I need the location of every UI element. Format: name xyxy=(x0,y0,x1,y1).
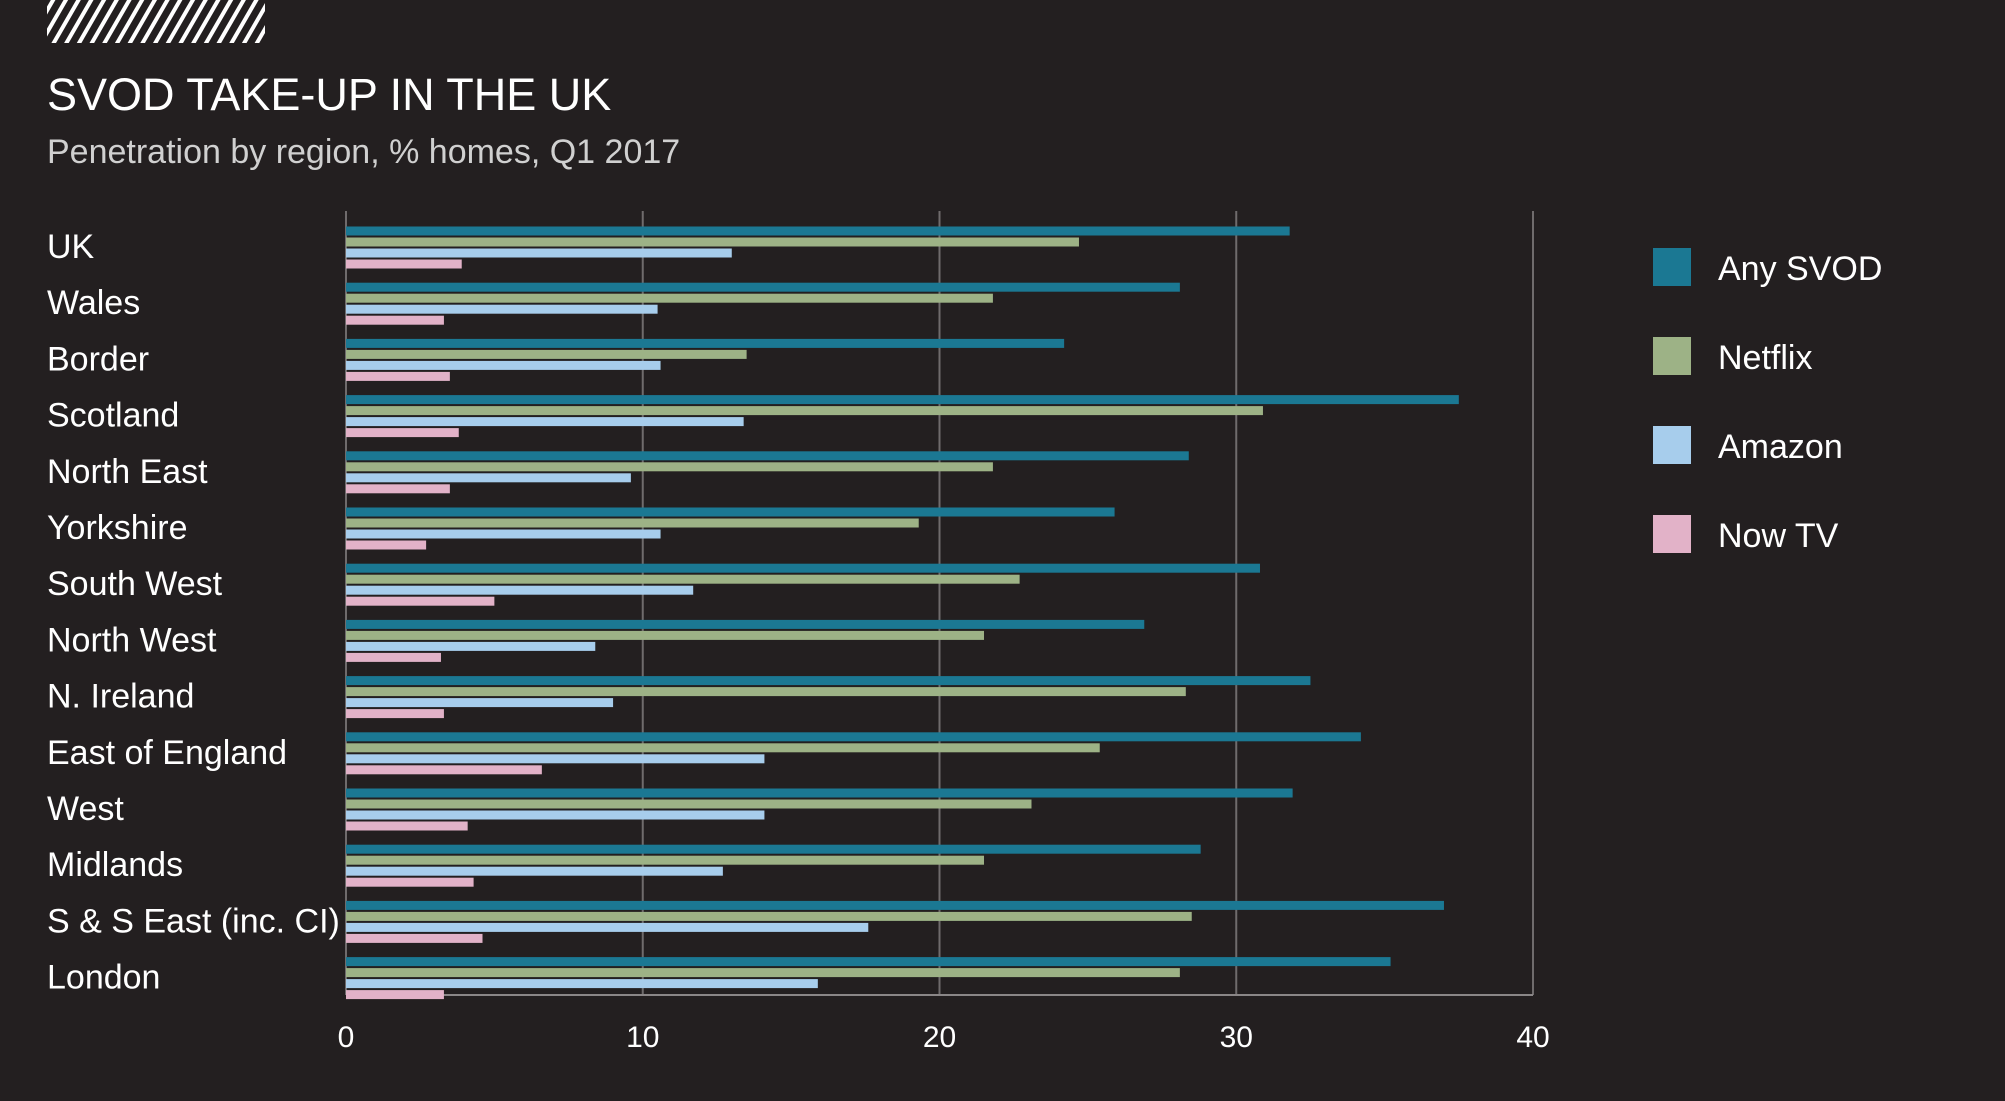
category-label: UK xyxy=(47,228,95,266)
category-label: Yorkshire xyxy=(47,509,187,547)
category-label: S & S East (inc. CI) xyxy=(47,902,340,940)
x-tick-label: 40 xyxy=(1516,1021,1549,1054)
bar-any-svod xyxy=(346,451,1189,461)
bar-now-tv xyxy=(346,428,459,438)
bar-now-tv xyxy=(346,933,483,943)
bar-netflix xyxy=(346,743,1100,753)
bars xyxy=(346,226,1459,1000)
bar-any-svod xyxy=(346,507,1115,517)
category-label: Scotland xyxy=(47,397,179,435)
category-labels: UK Wales Border Scotland North East Yorkshire… xyxy=(47,228,340,997)
bar-netflix xyxy=(346,911,1192,921)
category-label: Border xyxy=(47,340,149,378)
bar-now-tv xyxy=(346,990,444,1000)
bar-netflix xyxy=(346,574,1020,584)
category-label: Wales xyxy=(47,284,140,322)
category-label: North East xyxy=(47,453,208,491)
legend-label: Amazon xyxy=(1718,428,1843,466)
bar-now-tv xyxy=(346,259,462,269)
bar-amazon xyxy=(346,810,765,820)
x-tick-label: 10 xyxy=(626,1021,659,1054)
legend-label: Netflix xyxy=(1718,339,1812,377)
bar-any-svod xyxy=(346,226,1290,236)
bar-amazon xyxy=(346,473,631,483)
bar-netflix xyxy=(346,968,1180,978)
x-tick-label: 30 xyxy=(1220,1021,1253,1054)
bar-amazon xyxy=(346,698,614,708)
bar-now-tv xyxy=(346,652,441,662)
bar-now-tv xyxy=(346,371,450,381)
bar-amazon xyxy=(346,979,818,989)
bar-netflix xyxy=(346,406,1263,416)
bar-now-tv xyxy=(346,877,474,887)
gridlines xyxy=(345,211,1534,996)
bar-amazon xyxy=(346,585,694,595)
category-label: East of England xyxy=(47,734,287,772)
bar-netflix xyxy=(346,462,993,472)
chart-subtitle: Penetration by region, % homes, Q1 2017 xyxy=(47,133,680,171)
bar-netflix xyxy=(346,799,1032,809)
bar-now-tv xyxy=(346,821,468,831)
bar-amazon xyxy=(346,866,723,876)
bar-amazon xyxy=(346,248,732,258)
bar-any-svod xyxy=(346,900,1444,910)
bar-amazon xyxy=(346,754,765,764)
legend-swatch xyxy=(1653,337,1691,375)
bar-amazon xyxy=(346,529,661,539)
bar-any-svod xyxy=(346,732,1361,742)
bar-any-svod xyxy=(346,619,1145,629)
bar-any-svod xyxy=(346,338,1065,348)
bar-netflix xyxy=(346,293,993,303)
category-label: West xyxy=(47,790,124,828)
bar-netflix xyxy=(346,855,985,865)
bar-now-tv xyxy=(346,596,495,606)
bar-any-svod xyxy=(346,788,1293,798)
legend-label: Now TV xyxy=(1718,517,1839,555)
category-label: North West xyxy=(47,621,217,659)
legend: Any SVOD Netflix Amazon Now TV xyxy=(1653,248,1882,555)
legend-swatch xyxy=(1653,426,1691,464)
legend-swatch xyxy=(1653,248,1691,286)
x-tick-label: 20 xyxy=(923,1021,956,1054)
bar-amazon xyxy=(346,417,744,427)
category-label: South West xyxy=(47,565,223,603)
hatch-logo xyxy=(47,0,265,43)
bar-netflix xyxy=(346,349,747,359)
legend-swatch xyxy=(1653,515,1691,553)
legend-label: Any SVOD xyxy=(1718,250,1882,288)
bar-any-svod xyxy=(346,676,1311,686)
category-label: London xyxy=(47,959,160,997)
x-tick-labels: 0 10 20 30 40 xyxy=(338,1021,1550,1054)
bar-now-tv xyxy=(346,484,450,494)
bar-any-svod xyxy=(346,844,1201,854)
category-label: Midlands xyxy=(47,846,183,884)
bar-netflix xyxy=(346,237,1079,247)
bar-now-tv xyxy=(346,540,427,550)
bar-amazon xyxy=(346,641,596,651)
bar-any-svod xyxy=(346,563,1260,573)
bar-amazon xyxy=(346,922,869,932)
x-tick-label: 0 xyxy=(338,1021,355,1054)
bar-netflix xyxy=(346,630,985,640)
bar-any-svod xyxy=(346,957,1391,967)
bar-any-svod xyxy=(346,395,1459,405)
chart-title: SVOD TAKE-UP IN THE UK xyxy=(47,69,611,120)
bar-netflix xyxy=(346,687,1186,697)
bar-now-tv xyxy=(346,765,542,775)
bar-netflix xyxy=(346,518,919,528)
category-label: N. Ireland xyxy=(47,678,194,716)
bar-amazon xyxy=(346,360,661,370)
bar-now-tv xyxy=(346,315,444,325)
bar-now-tv xyxy=(346,709,444,719)
bar-amazon xyxy=(346,304,658,314)
bar-any-svod xyxy=(346,282,1180,292)
